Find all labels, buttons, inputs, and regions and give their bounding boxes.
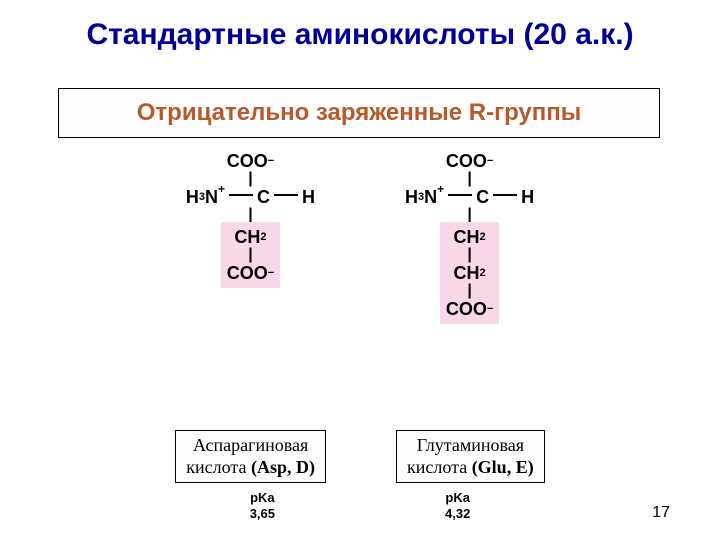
glu-name-line1: Глутаминовая [407,435,534,457]
molecule-glu: COO− | H3N+CH | CH2 | CH2 | COO− [405,150,534,324]
glu-coo-side: COO− [446,298,493,320]
glu-pka-label: pKa [445,490,470,506]
glu-pka-value: 4,32 [445,506,470,522]
glu-bond3: | [446,248,493,262]
asp-rgroup: CH2 | COO− [186,222,315,288]
asp-coo-side: COO− [227,262,274,284]
page-number: 17 [652,504,670,522]
asp-name-box: Аспарагиновая кислота (Asp, D) [175,430,326,483]
names-row: Аспарагиновая кислота (Asp, D) Глутамино… [0,430,720,483]
asp-bond3: | [227,248,274,262]
asp-bond2: | [186,208,315,222]
glu-bond2: | [405,208,534,222]
glu-ch2-2: CH2 [446,262,493,284]
asp-pka: pKa 3,65 [250,490,275,521]
glu-bond1: | [405,172,534,186]
glu-bond4: | [446,284,493,298]
glu-alpha-carbon: H3N+CH [405,186,534,208]
subtitle-text: Отрицательно заряженные R-группы [137,99,582,127]
asp-rgroup-box: CH2 | COO− [221,222,280,288]
asp-pka-value: 3,65 [250,506,275,522]
glu-rgroup-box: CH2 | CH2 | COO− [440,222,499,324]
glu-ch2-1: CH2 [446,226,493,248]
slide-title: Стандартные аминокислоты (20 а.к.) [0,18,720,52]
slide: Стандартные аминокислоты (20 а.к.) Отриц… [0,0,720,540]
glu-pka: pKa 4,32 [445,490,470,521]
asp-coo-top: COO− [186,150,315,172]
asp-alpha-carbon: H3N+CH [186,186,315,208]
subtitle-box: Отрицательно заряженные R-группы [58,88,660,138]
asp-name-line2: кислота (Asp, D) [186,457,315,479]
glu-rgroup: CH2 | CH2 | COO− [405,222,534,324]
glu-name-line2: кислота (Glu, E) [407,457,534,479]
asp-bond1: | [186,172,315,186]
molecule-asp: COO− | H3N+CH | CH2 | COO− [186,150,315,324]
asp-ch2: CH2 [227,226,274,248]
pka-row: pKa 3,65 pKa 4,32 [0,490,720,521]
asp-pka-label: pKa [250,490,275,506]
glu-name-box: Глутаминовая кислота (Glu, E) [396,430,545,483]
structures-row: COO− | H3N+CH | CH2 | COO− COO− | H3N+CH… [0,150,720,324]
asp-name-line1: Аспарагиновая [186,435,315,457]
glu-coo-top: COO− [405,150,534,172]
